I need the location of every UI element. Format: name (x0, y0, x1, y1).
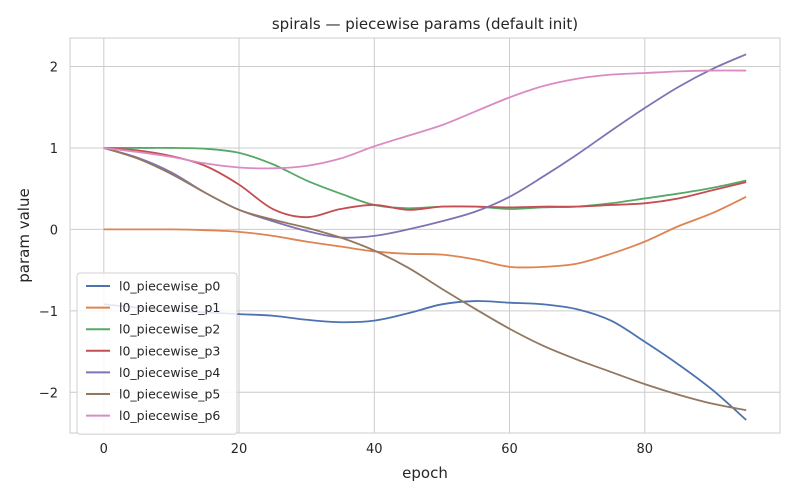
x-tick-label: 40 (366, 442, 383, 457)
legend-entry-label: l0_piecewise_p6 (119, 408, 220, 423)
series-line-l0_piecewise_p1 (103, 195, 747, 269)
x-tick-label: 20 (231, 442, 248, 457)
x-tick-label: 80 (636, 442, 653, 457)
series-lines (103, 53, 747, 421)
x-tick-label: 60 (501, 442, 518, 457)
legend-entry-label: l0_piecewise_p3 (119, 343, 220, 358)
legend-entry-label: l0_piecewise_p1 (119, 300, 220, 315)
y-tick-label: 2 (50, 61, 58, 76)
y-tick-label: −1 (39, 305, 58, 320)
series-line-l0_piecewise_p6 (103, 69, 747, 170)
series-line-l0_piecewise_p5 (103, 147, 747, 412)
tick-labels: 0 20 40 60 80 −2 −1 0 1 2 (39, 61, 653, 457)
legend-entry-label: l0_piecewise_p4 (119, 365, 220, 380)
legend-entry-label: l0_piecewise_p0 (119, 279, 220, 294)
series-line-l0_piecewise_p2 (103, 146, 747, 210)
y-tick-label: 1 (50, 142, 58, 157)
y-tick-label: 0 (50, 223, 58, 238)
y-axis-title: param value (15, 188, 33, 282)
legend-entry-label: l0_piecewise_p2 (119, 322, 220, 337)
x-axis-title: epoch (402, 464, 448, 482)
legend: l0_piecewise_p0 l0_piecewise_p1 l0_piecewi… (76, 272, 238, 435)
legend-box (76, 272, 238, 435)
series-line-l0_piecewise_p3 (103, 147, 747, 219)
legend-entry-label: l0_piecewise_p5 (119, 387, 220, 402)
y-tick-label: −2 (39, 386, 58, 401)
x-tick-label: 0 (100, 442, 108, 457)
chart-title: spirals — piecewise params (default init… (272, 15, 578, 33)
